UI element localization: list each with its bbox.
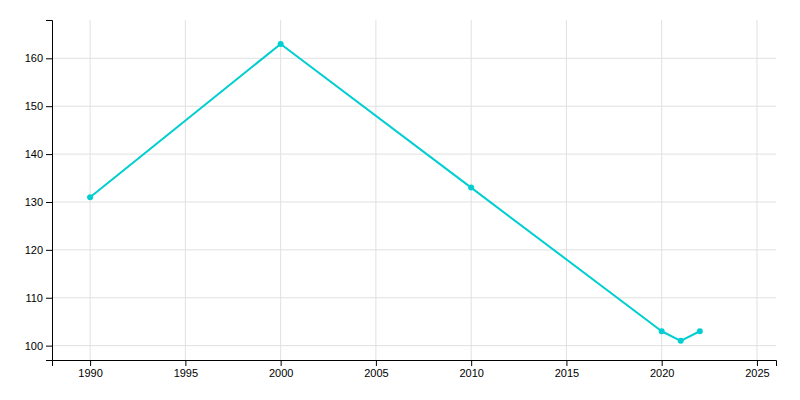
tick-mark: [90, 360, 91, 366]
grid-line: [185, 20, 186, 360]
grid-line: [52, 345, 776, 346]
tick: 2010: [459, 360, 483, 379]
tick-mark: [471, 360, 472, 366]
tick-label: 2005: [364, 367, 388, 379]
grid-line: [52, 58, 776, 59]
grid-line: [52, 154, 776, 155]
tick-label: 110: [25, 292, 43, 304]
marker: [678, 338, 684, 344]
tick: 2025: [745, 360, 769, 379]
tick-mark: [46, 154, 52, 155]
tick: 130: [25, 196, 52, 208]
tick: 100: [25, 340, 52, 352]
grid-line: [52, 249, 776, 250]
grid-line: [756, 20, 757, 360]
series: [87, 41, 703, 344]
tick: 1990: [78, 360, 102, 379]
tick: 1995: [174, 360, 198, 379]
tick-label: 120: [25, 244, 43, 256]
tick-label: 150: [25, 100, 43, 112]
grid-line: [661, 20, 662, 360]
tick-mark: [46, 298, 52, 299]
tick-mark: [46, 346, 52, 347]
tick-mark: [185, 360, 186, 366]
tick-label: 1990: [78, 367, 102, 379]
tick: 2015: [555, 360, 579, 379]
plot: 1990 1995 2000 2005 2010 2015 2020 2025 100 110 12…: [25, 20, 777, 379]
tick-label: 2025: [745, 367, 769, 379]
tick-label: 130: [25, 196, 43, 208]
tick-label: 2020: [650, 367, 674, 379]
tick: 110: [25, 292, 52, 304]
grid-line: [375, 20, 376, 360]
tick-label: 2010: [459, 367, 483, 379]
tick-mark: [46, 250, 52, 251]
marker: [659, 328, 665, 334]
tick-mark: [46, 202, 52, 203]
tick: 2000: [269, 360, 293, 379]
tick-mark: [566, 360, 567, 366]
tick: 2005: [364, 360, 388, 379]
tick-mark: [46, 106, 52, 107]
marker: [697, 328, 703, 334]
tick-mark: [46, 58, 52, 59]
marker: [278, 41, 284, 47]
line: [90, 44, 700, 341]
tick: 140: [25, 148, 52, 160]
tick-label: 1995: [174, 367, 198, 379]
tick-label: 2000: [269, 367, 293, 379]
marker: [468, 185, 474, 191]
grid-line: [566, 20, 567, 360]
grid: [52, 20, 776, 360]
axis-line: [46, 21, 53, 361]
tick-mark: [757, 360, 758, 366]
tick-label: 160: [25, 52, 43, 64]
grid-line: [280, 20, 281, 360]
tick-mark: [376, 360, 377, 366]
grid-line: [52, 297, 776, 298]
tick-mark: [662, 360, 663, 366]
tick: 150: [25, 100, 52, 112]
grid-line: [90, 20, 91, 360]
tick-label: 2015: [555, 367, 579, 379]
tick-mark: [281, 360, 282, 366]
axis-line: [53, 361, 777, 367]
grid-line: [52, 106, 776, 107]
marker: [87, 194, 93, 200]
tick-label: 100: [25, 340, 43, 352]
tick: 160: [25, 52, 52, 64]
x-axis: 1990 1995 2000 2005 2010 2015 2020 2025: [53, 360, 777, 379]
grid-line: [52, 201, 776, 202]
tick-label: 140: [25, 148, 43, 160]
tick: 120: [25, 244, 52, 256]
tick: 2020: [650, 360, 674, 379]
chart: 1990 1995 2000 2005 2010 2015 2020 2025 100 110 12…: [0, 0, 800, 400]
y-axis: 100 110 120 130 140 150 160: [25, 21, 53, 361]
